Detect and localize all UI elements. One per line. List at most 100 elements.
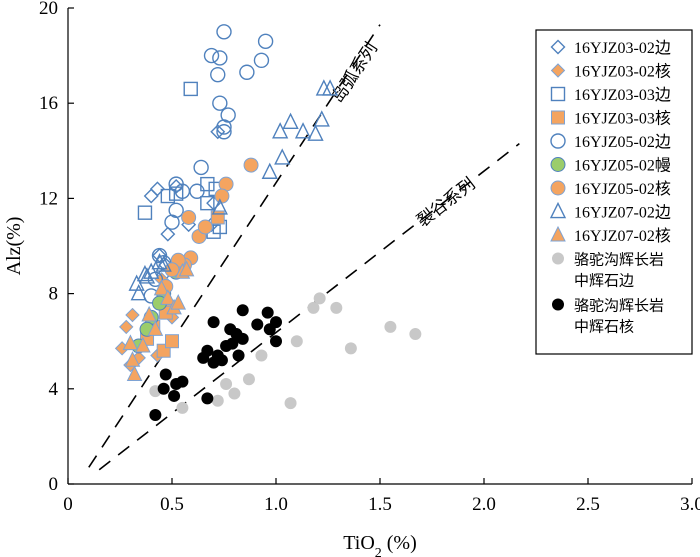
- data-point: [384, 320, 397, 333]
- data-point: [210, 66, 226, 83]
- data-point: [220, 339, 233, 352]
- data-point: [214, 188, 230, 204]
- data-point: [165, 334, 179, 349]
- data-point: [135, 336, 151, 353]
- data-point: [210, 124, 226, 140]
- legend-marker: [550, 133, 566, 149]
- legend-label: 骆驼沟辉长岩: [574, 297, 664, 315]
- y-tick-label: 16: [39, 93, 58, 114]
- legend-label: 16YJZ05-02幔: [574, 157, 671, 175]
- y-axis-title: Alz(%): [3, 217, 25, 276]
- data-point: [147, 320, 164, 336]
- data-point: [307, 301, 320, 314]
- data-point: [282, 112, 299, 129]
- data-point: [216, 119, 232, 135]
- data-point: [236, 332, 249, 345]
- x-tick-label: 0: [63, 494, 73, 515]
- x-axis-title: TiO2 (%): [343, 532, 417, 557]
- data-point: [160, 289, 176, 305]
- data-point: [197, 219, 213, 235]
- data-point: [261, 306, 274, 319]
- data-point: [124, 351, 141, 367]
- legend-label: 16YJZ07-02核: [574, 227, 671, 245]
- y-tick-label: 12: [39, 188, 58, 209]
- data-point: [122, 334, 139, 351]
- data-point: [168, 389, 181, 402]
- reference-line-label: 裂谷系列: [413, 174, 479, 231]
- data-point: [216, 24, 232, 40]
- data-point: [170, 293, 187, 310]
- data-point: [153, 279, 170, 296]
- series-group: [149, 292, 422, 414]
- series-group: [128, 79, 339, 301]
- legend: 16YJZ03-02边 16YJZ03-02核 16YJZ03-03边 16YJZ03…: [535, 29, 693, 355]
- data-point: [143, 188, 159, 204]
- data-point: [176, 401, 189, 414]
- data-point: [242, 373, 255, 386]
- legend-label: 骆驼沟辉长岩: [574, 251, 664, 269]
- data-point: [151, 253, 168, 270]
- data-point: [284, 397, 297, 410]
- data-point: [181, 209, 197, 225]
- data-point: [294, 122, 312, 139]
- data-point: [228, 387, 241, 400]
- legend-label-line2: 中辉石边: [574, 272, 634, 290]
- x-axis-title-unit: (%): [382, 532, 417, 554]
- data-point: [143, 262, 160, 279]
- data-point: [251, 318, 264, 331]
- series-group: [122, 260, 195, 382]
- data-point: [261, 162, 278, 179]
- legend-marker: [552, 298, 564, 311]
- x-ticks: 0 0.5 1.0 1.5 2.0 2.5 3.0: [63, 478, 700, 515]
- data-point: [239, 64, 255, 80]
- data-point: [216, 124, 232, 140]
- data-point: [155, 255, 172, 272]
- data-point: [211, 394, 224, 407]
- data-point: [409, 328, 422, 341]
- legend-label: 16YJZ05-02边: [574, 133, 671, 151]
- legend-label: 16YJZ03-03边: [574, 86, 671, 104]
- data-point: [200, 176, 215, 192]
- data-point: [197, 351, 210, 364]
- x-tick-label: 3.0: [680, 494, 700, 515]
- legend-label: 16YJZ07-02边: [574, 204, 671, 222]
- data-point: [189, 183, 205, 199]
- series-group: [149, 304, 282, 421]
- y-tick-label: 8: [49, 284, 59, 305]
- legend-marker: [550, 86, 566, 102]
- data-point: [201, 392, 214, 405]
- data-point: [138, 267, 156, 284]
- data-point: [236, 304, 249, 317]
- x-tick-label: 2.5: [576, 494, 600, 515]
- data-point: [232, 349, 245, 362]
- data-point: [220, 378, 233, 391]
- data-point: [157, 382, 170, 395]
- x-tick-label: 1.5: [368, 494, 392, 515]
- x-tick-label: 2.0: [472, 494, 496, 515]
- data-point: [119, 319, 134, 335]
- legend-label: 16YJZ03-03核: [574, 110, 671, 128]
- legend-marker: [549, 201, 567, 219]
- data-point: [307, 124, 324, 141]
- data-point: [255, 349, 268, 362]
- y-ticks: 0 4 8 12 16 20: [39, 0, 74, 495]
- data-point: [193, 159, 209, 176]
- x-axis-title-subscript: 2: [375, 546, 382, 557]
- data-point: [136, 264, 154, 282]
- legend-label: 16YJZ03-02边: [574, 39, 671, 57]
- legend-marker: [551, 110, 565, 125]
- data-point: [313, 110, 330, 127]
- data-point: [203, 47, 220, 64]
- data-point: [263, 323, 276, 336]
- data-point: [243, 157, 259, 173]
- legend-label: 16YJZ03-02核: [574, 63, 671, 81]
- data-point: [215, 354, 228, 367]
- data-point: [330, 301, 343, 314]
- legend-label: 16YJZ05-02核: [574, 180, 671, 198]
- legend-marker: [550, 39, 566, 55]
- data-point: [141, 305, 157, 322]
- data-point: [125, 307, 140, 323]
- series-group: [158, 157, 259, 294]
